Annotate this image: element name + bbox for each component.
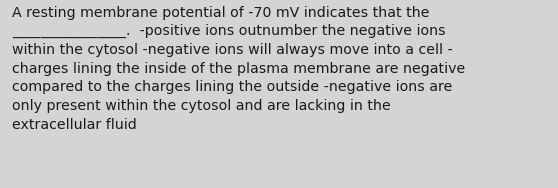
Text: A resting membrane potential of -70 mV indicates that the
________________.  -po: A resting membrane potential of -70 mV i… — [12, 6, 465, 131]
